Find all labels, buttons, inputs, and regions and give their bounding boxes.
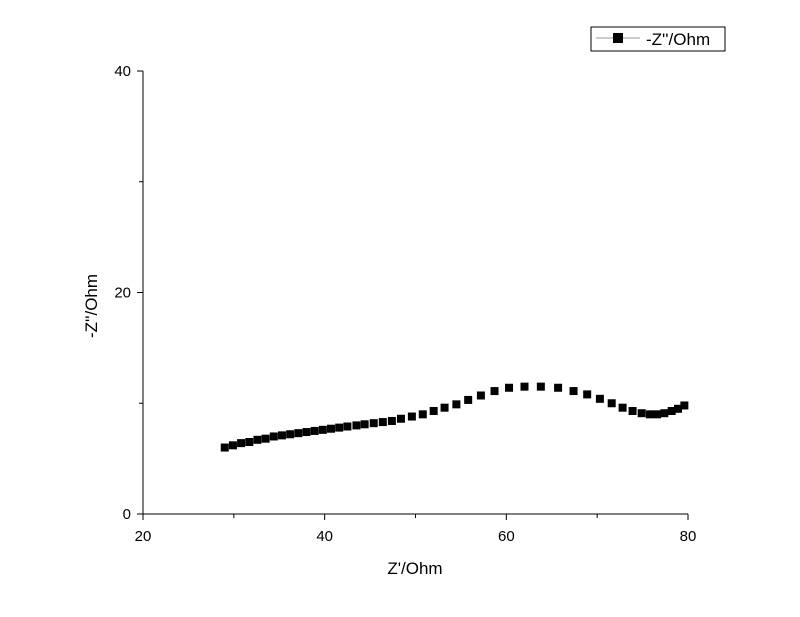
data-point [407, 412, 416, 421]
x-tick-label: 20 [135, 528, 152, 545]
data-point [277, 431, 286, 440]
data-point [464, 395, 473, 404]
x-axis-label: Z'/Ohm [387, 559, 442, 578]
y-tick-label: 20 [114, 285, 131, 302]
data-point [310, 426, 319, 435]
data-point [505, 383, 514, 392]
y-tick-label: 40 [114, 63, 131, 80]
data-point [680, 401, 689, 410]
data-point [660, 409, 669, 418]
data-point [569, 387, 578, 396]
data-point [261, 434, 270, 443]
data-point [369, 419, 378, 428]
legend-entry: -Z''/Ohm [646, 30, 710, 49]
data-point [536, 382, 545, 391]
legend-marker [613, 33, 623, 43]
data-point [352, 421, 361, 430]
data-point [360, 420, 369, 429]
data-point [674, 404, 683, 413]
data-point [520, 382, 529, 391]
data-point [343, 422, 352, 431]
data-point [318, 425, 327, 434]
data-point [396, 414, 405, 423]
data-point [286, 430, 295, 439]
data-point [418, 410, 427, 419]
data-points [220, 382, 689, 452]
data-point [653, 410, 662, 419]
data-point [595, 394, 604, 403]
data-point [269, 432, 278, 441]
data-point [607, 399, 616, 408]
data-point [645, 410, 654, 419]
y-tick-label: 0 [123, 506, 131, 523]
data-point [387, 416, 396, 425]
data-point [476, 391, 485, 400]
data-point [327, 424, 336, 433]
data-point [220, 443, 229, 452]
data-point [429, 407, 438, 416]
data-point [378, 418, 387, 427]
legend: -Z''/Ohm [590, 26, 726, 52]
data-point [302, 428, 311, 437]
data-point [228, 441, 237, 450]
data-point [490, 387, 499, 396]
data-point [294, 429, 303, 438]
data-point [440, 403, 449, 412]
y-axis-label: -Z''/Ohm [82, 274, 101, 338]
data-point [618, 403, 627, 412]
data-point [452, 400, 461, 409]
data-point [554, 383, 563, 392]
data-point [245, 438, 254, 447]
data-point [237, 439, 246, 448]
axis-ticks [137, 70, 689, 520]
data-point [253, 435, 262, 444]
data-point [628, 407, 637, 416]
data-point [335, 423, 344, 432]
data-point [637, 409, 646, 418]
x-tick-label: 40 [316, 528, 333, 545]
data-point [583, 390, 592, 399]
data-point [667, 407, 676, 416]
x-tick-label: 60 [498, 528, 515, 545]
x-tick-label: 80 [680, 528, 697, 545]
